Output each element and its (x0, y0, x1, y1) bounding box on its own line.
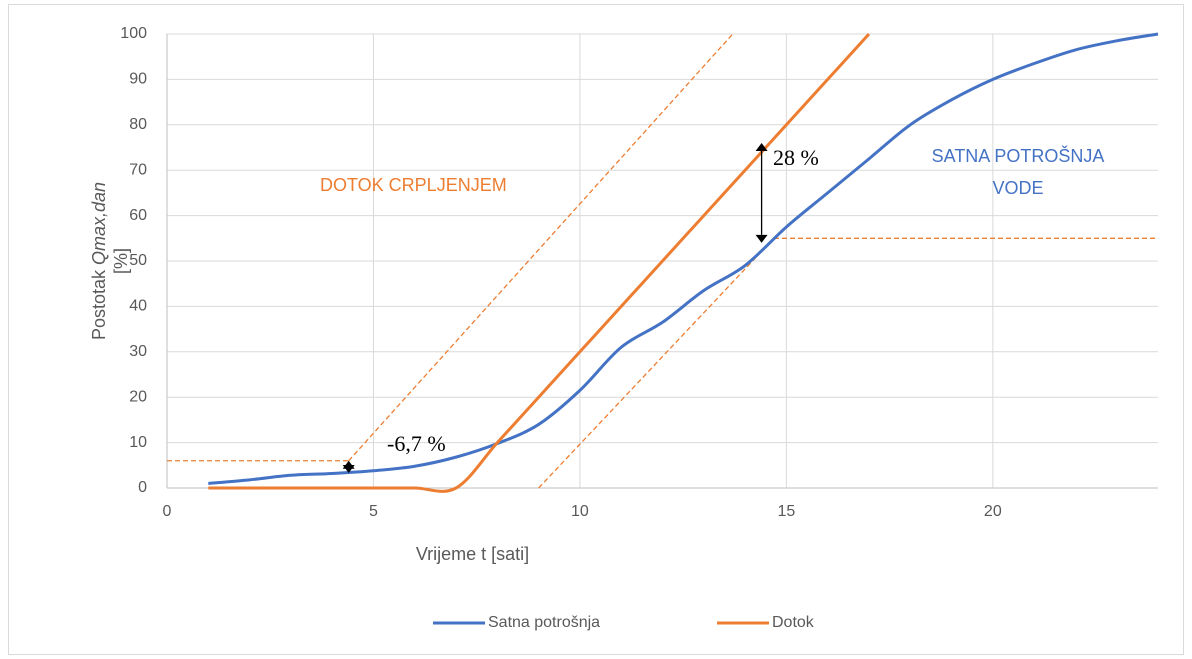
legend-label: Satna potrošnja (488, 614, 600, 631)
x-tick-label: 0 (163, 503, 172, 520)
x-tick-label: 5 (369, 503, 378, 520)
annotation: DOTOK CRPLJENJEM (320, 175, 507, 195)
y-tick-label: 0 (138, 479, 147, 496)
annotation: SATNA POTROŠNJA (932, 145, 1105, 166)
y-tick-label: 80 (129, 116, 147, 133)
x-axis-label: Vrijeme t [sati] (416, 544, 529, 564)
y-label-text: Postotak (89, 265, 109, 340)
x-tick-label: 20 (984, 503, 1002, 520)
legend-label: Dotok (772, 614, 815, 631)
y-tick-label: 50 (129, 252, 147, 269)
series-line (208, 32, 1159, 485)
y-label-symbol: Qmax,dan (89, 182, 109, 265)
y-axis-label-unit: [%] (111, 248, 131, 274)
y-tick-label: 20 (129, 388, 147, 405)
y-tick-label: 30 (129, 343, 147, 360)
arrow-head (342, 460, 355, 469)
annotation: 28 % (773, 145, 819, 170)
chart-border (8, 4, 1184, 655)
y-tick-label: 10 (129, 434, 147, 451)
annotation: -6,7 % (387, 431, 446, 456)
y-tick-label: 100 (120, 25, 147, 42)
x-tick-label: 15 (777, 503, 795, 520)
annotation: VODE (992, 178, 1043, 198)
guide-line (538, 237, 775, 489)
y-tick-label: 70 (129, 161, 147, 178)
x-tick-label: 10 (571, 503, 589, 520)
y-tick-label: 90 (129, 71, 147, 88)
y-tick-label: 40 (129, 298, 147, 315)
y-axis-label: Postotak Qmax,dan (89, 182, 109, 340)
series-line (208, 32, 871, 493)
y-tick-label: 60 (129, 207, 147, 224)
arrow-head (755, 142, 768, 151)
arrow-head (755, 234, 768, 243)
